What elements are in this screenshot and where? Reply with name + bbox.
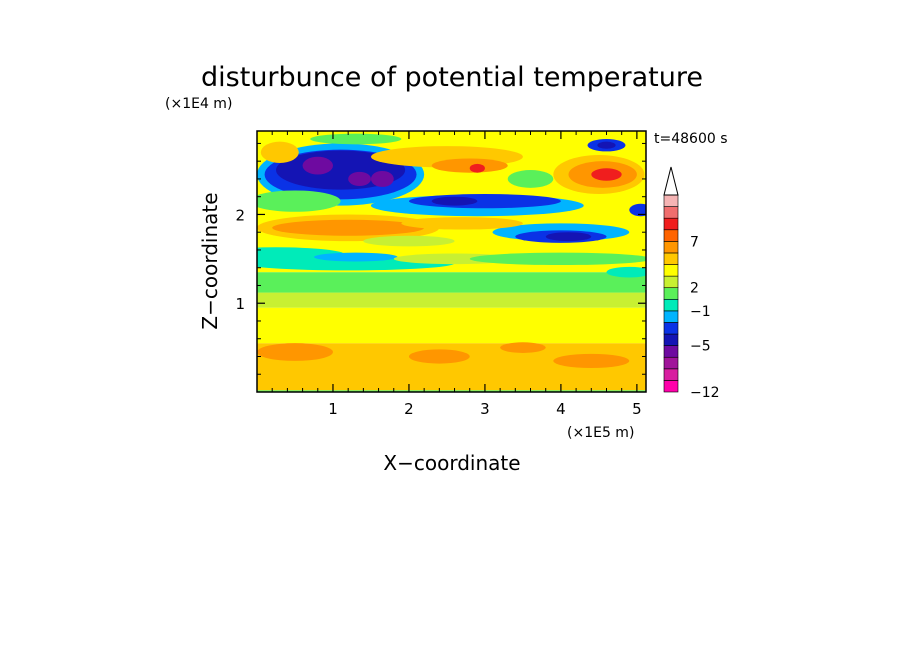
colorbar-swatch-4 (663, 333, 679, 346)
plot-frame (256, 130, 647, 393)
x-tick-label-3: 3 (480, 400, 490, 418)
contour-patch-35 (401, 217, 523, 230)
contour-patch-8 (553, 353, 630, 369)
colorbar-label-2: −1 (690, 304, 711, 320)
colorbar-swatch-11 (663, 252, 679, 265)
contour-band-4 (257, 272, 646, 293)
colorbar-swatch-12 (663, 241, 679, 254)
contour-patch-4 (469, 252, 646, 266)
contour-field (257, 131, 646, 392)
colorbar-swatch-7 (663, 298, 679, 312)
contour-patch-21 (469, 163, 485, 173)
colorbar-label-3: −5 (690, 339, 711, 355)
contour-patch-15 (302, 156, 333, 175)
colorbar-swatch-10 (663, 264, 679, 277)
colorbar-arrow (663, 166, 679, 196)
y-axis-label: Z−coordinate (198, 192, 222, 329)
contour-patch-24 (431, 196, 478, 206)
colorbar-swatch-15 (663, 206, 679, 219)
colorbar-label-0: 7 (690, 234, 699, 250)
contour-patch-20 (431, 158, 508, 173)
colorbar-swatch-1 (663, 368, 679, 381)
y-tick-label-2: 2 (235, 206, 245, 224)
contour-patch-2 (313, 252, 398, 262)
time-label: t=48600 s (654, 131, 728, 147)
contour-patch-38 (310, 133, 402, 145)
colorbar-label-1: 2 (690, 281, 699, 297)
x-tick-label-1: 1 (328, 400, 338, 418)
contour-patch-27 (545, 232, 592, 242)
colorbar-swatch-9 (663, 275, 679, 289)
colorbar-label-4: −12 (690, 385, 720, 401)
contour-band-2 (257, 307, 646, 344)
colorbar-swatch-16 (663, 194, 679, 207)
contour-band-3 (257, 292, 646, 308)
contour-band-0 (257, 390, 646, 392)
contour-patch-36 (507, 170, 554, 188)
contour-patch-33 (629, 203, 646, 217)
contour-patch-6 (257, 343, 333, 361)
x-axis-label: X−coordinate (383, 451, 520, 475)
colorbar-swatch-13 (663, 229, 679, 242)
contour-patch-37 (260, 141, 299, 163)
colorbar-swatch-5 (663, 322, 679, 335)
axis-ticks: 1 2 3 4 5 1 2 (235, 131, 646, 418)
colorbar-swatch-2 (663, 356, 679, 370)
contour-patch-9 (500, 342, 546, 353)
contour-patch-17 (370, 170, 394, 187)
colorbar-swatch-8 (663, 287, 679, 300)
contour-patch-11 (272, 219, 425, 236)
y-scale-label: (×1E4 m) (165, 96, 232, 112)
colorbar-swatch-14 (663, 217, 679, 231)
contour-patch-34 (363, 235, 455, 247)
colorbar: 7 2 −1 −5 −12 (663, 166, 720, 401)
colorbar-swatch-0 (663, 380, 679, 393)
contour-patch-18 (257, 190, 341, 212)
colorbar-swatch-6 (663, 310, 679, 323)
contour-patch-5 (606, 266, 646, 278)
chart-title: disturbunce of potential temperature (201, 62, 703, 93)
contour-patch-7 (408, 349, 470, 364)
contour-patch-16 (348, 171, 371, 187)
contour-patch-30 (591, 168, 622, 181)
contour-patch-32 (597, 141, 616, 149)
x-scale-label: (×1E5 m) (567, 425, 634, 441)
x-tick-label-5: 5 (632, 400, 642, 418)
x-tick-label-4: 4 (556, 400, 566, 418)
colorbar-swatch-3 (663, 345, 679, 358)
x-tick-label-2: 2 (404, 400, 414, 418)
y-tick-label-1: 1 (235, 295, 245, 313)
